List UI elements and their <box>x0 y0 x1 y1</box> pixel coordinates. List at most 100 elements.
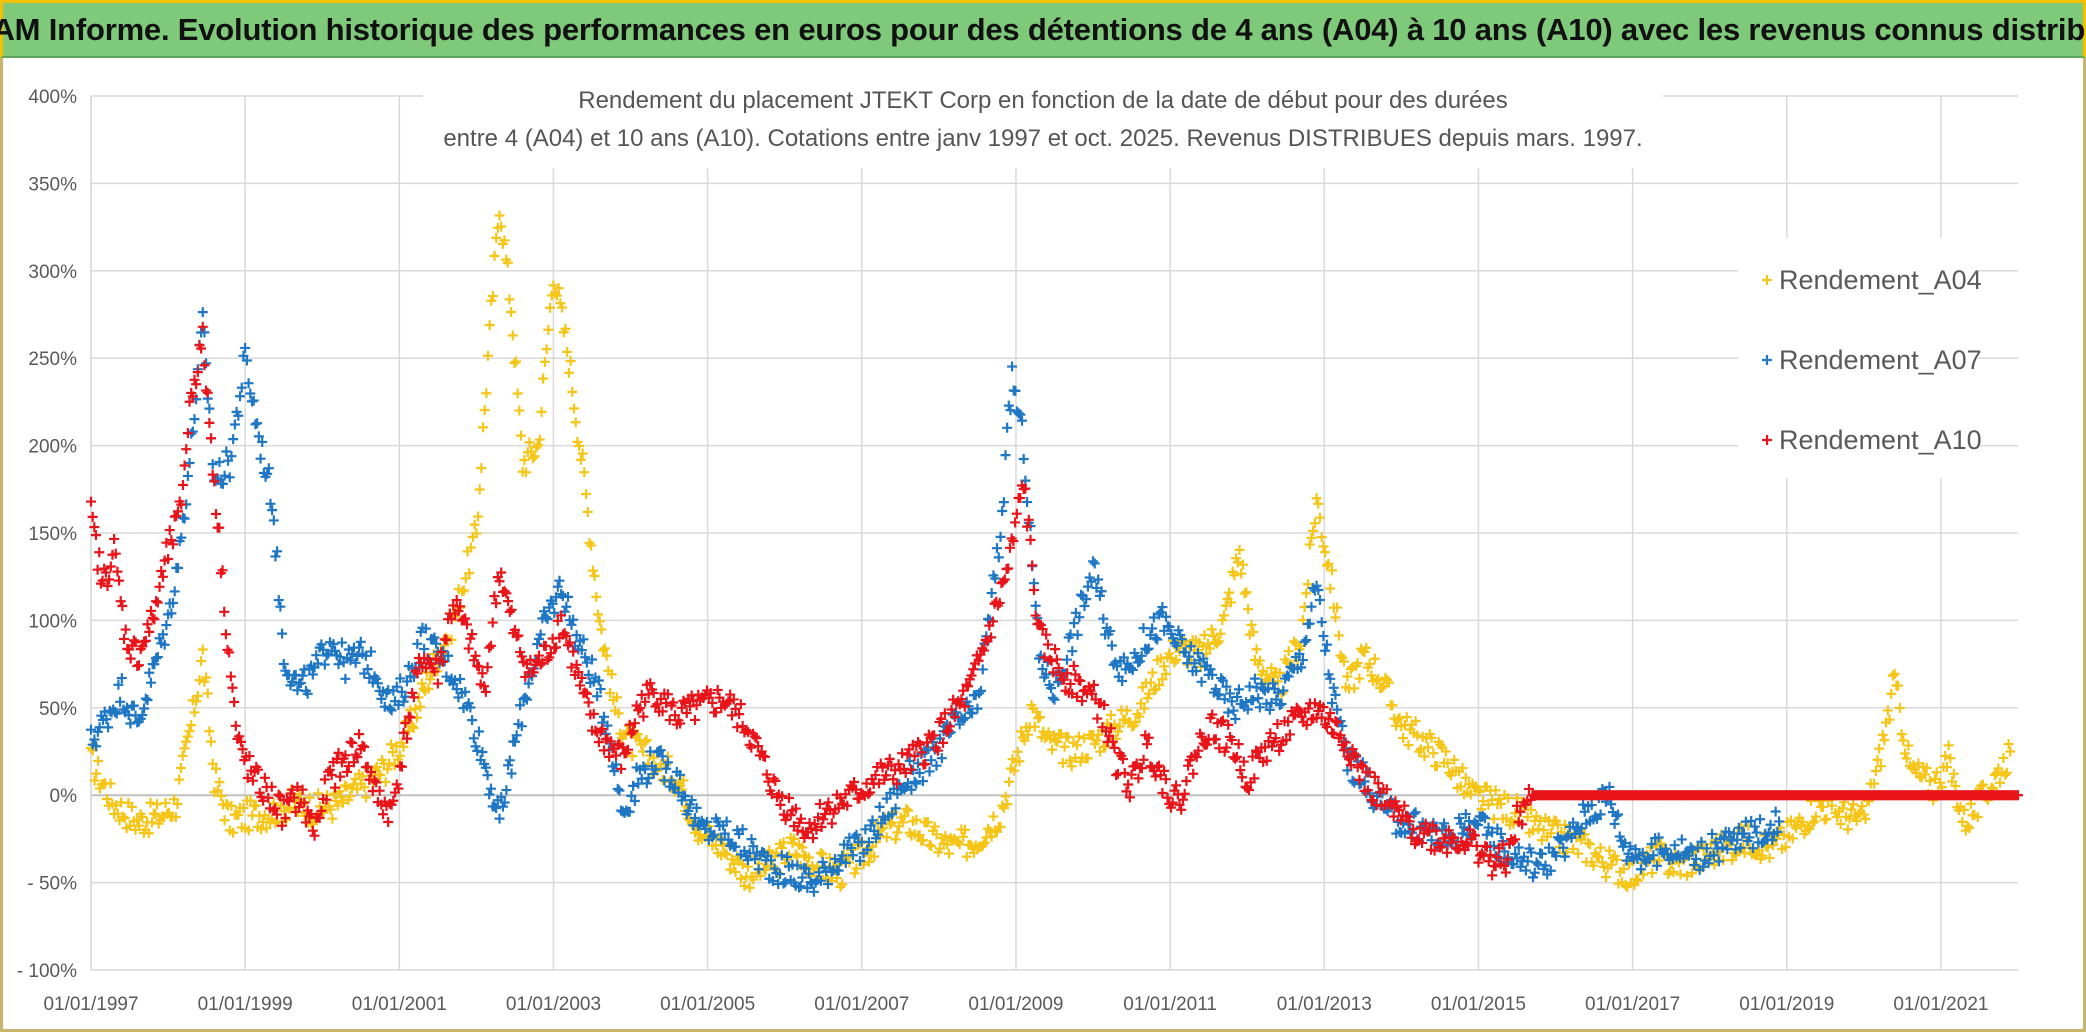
data-point <box>1501 813 1512 824</box>
data-point <box>1669 840 1680 851</box>
data-point <box>1111 770 1122 781</box>
data-point <box>1342 765 1353 776</box>
data-point <box>1647 868 1658 879</box>
data-point <box>307 825 318 836</box>
data-point <box>1274 745 1285 756</box>
data-point <box>528 667 539 678</box>
data-point <box>1449 833 1460 844</box>
data-point <box>514 405 525 416</box>
data-point <box>1487 870 1498 881</box>
data-point <box>1039 652 1050 663</box>
data-point <box>151 653 162 664</box>
data-point <box>478 422 489 433</box>
data-point <box>1739 828 1750 839</box>
data-point <box>1464 816 1475 827</box>
data-point <box>202 387 213 398</box>
data-point <box>1074 612 1085 623</box>
data-point <box>369 775 380 786</box>
data-point <box>862 844 873 855</box>
data-point <box>959 824 970 835</box>
data-point <box>657 706 668 717</box>
data-point <box>525 654 536 665</box>
data-point <box>429 632 440 643</box>
data-point <box>314 813 325 824</box>
data-point <box>1689 860 1700 871</box>
data-point <box>386 739 397 750</box>
data-point <box>1020 483 1031 494</box>
data-point <box>105 561 116 572</box>
data-point <box>932 745 943 756</box>
data-point <box>634 703 645 714</box>
data-point <box>1290 638 1301 649</box>
data-point <box>1210 734 1221 745</box>
data-point <box>1217 615 1228 626</box>
data-point <box>1105 710 1116 721</box>
data-point <box>830 854 841 865</box>
data-point <box>501 588 512 599</box>
data-point <box>332 800 343 811</box>
data-point <box>1048 730 1059 741</box>
data-point <box>939 708 950 719</box>
data-point <box>176 499 187 510</box>
data-point <box>380 776 391 787</box>
data-point <box>678 775 689 786</box>
data-point <box>748 874 759 885</box>
data-point <box>612 740 623 751</box>
data-point <box>194 675 205 686</box>
data-point <box>1919 769 1930 780</box>
data-point <box>1940 750 1951 761</box>
data-point <box>297 784 308 795</box>
data-point <box>533 633 544 644</box>
data-point <box>1270 733 1281 744</box>
data-point <box>938 737 949 748</box>
data-point <box>1272 719 1283 730</box>
data-point <box>1492 852 1503 863</box>
data-point <box>152 597 163 608</box>
data-point <box>737 824 748 835</box>
data-point <box>1274 667 1285 678</box>
data-point <box>1316 617 1327 628</box>
data-point <box>1439 818 1450 829</box>
data-point <box>1487 827 1498 838</box>
data-point <box>252 418 263 429</box>
data-point <box>1809 816 1820 827</box>
data-point <box>1964 823 1975 834</box>
legend-marker <box>1762 275 1772 285</box>
data-point <box>482 770 493 781</box>
data-point <box>1053 662 1064 673</box>
data-point <box>1185 641 1196 652</box>
data-point <box>118 811 129 822</box>
y-tick-label: 400% <box>28 87 77 108</box>
data-point <box>1774 816 1785 827</box>
data-point <box>352 784 363 795</box>
data-point <box>217 565 228 576</box>
data-point <box>901 803 912 814</box>
y-tick-label: 150% <box>28 524 77 545</box>
data-point <box>1481 829 1492 840</box>
data-point <box>114 575 125 586</box>
data-point <box>302 688 313 699</box>
data-point <box>245 388 256 399</box>
data-point <box>275 800 286 811</box>
data-point <box>234 731 245 742</box>
data-point <box>1460 809 1471 820</box>
data-point <box>1072 740 1083 751</box>
data-point <box>916 747 927 758</box>
data-point <box>275 601 286 612</box>
data-point <box>1013 408 1024 419</box>
x-tick-label: 01/01/2019 <box>1739 994 1834 1015</box>
data-point <box>166 608 177 619</box>
data-point <box>1408 824 1419 835</box>
data-point <box>942 839 953 850</box>
data-point <box>616 763 627 774</box>
data-point <box>226 800 237 811</box>
data-point <box>612 783 623 794</box>
data-point <box>1870 766 1881 777</box>
data-point <box>1230 753 1241 764</box>
data-point <box>1139 703 1150 714</box>
data-point <box>670 782 681 793</box>
data-point <box>214 522 225 533</box>
data-point <box>811 825 822 836</box>
data-point <box>361 792 372 803</box>
data-point <box>1559 851 1570 862</box>
